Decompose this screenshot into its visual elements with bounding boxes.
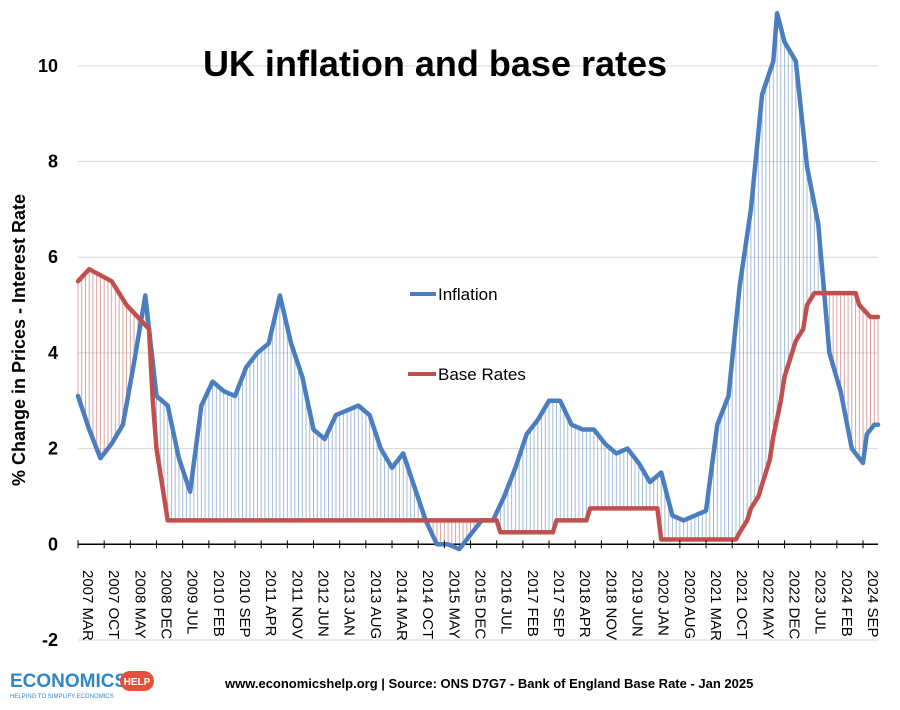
x-tick-label: 2012 JUN [315, 570, 332, 637]
x-tick-label: 2024 SEP [864, 570, 881, 638]
x-tick-label: 2024 FEB [838, 570, 855, 637]
x-tick-label: 2022 DEC [786, 570, 803, 639]
chart-title: UK inflation and base rates [203, 43, 667, 84]
x-tick-label: 2020 JAN [655, 570, 672, 636]
x-tick-label: 2014 MAR [393, 570, 410, 641]
x-tick-label: 2008 MAY [131, 570, 148, 639]
x-tick-label: 2021 MAR [707, 570, 724, 641]
logo-text: ECONOMICS [10, 671, 127, 692]
y-axis-label: % Change in Prices - Interest Rate [9, 194, 29, 486]
x-tick-label: 2010 SEP [236, 570, 253, 638]
y-tick-label: 10 [38, 56, 58, 76]
x-tick-label: 2019 JUN [629, 570, 646, 637]
x-tick-label: 2011 NOV [288, 570, 305, 639]
logo: ECONOMICS HELP HELPING TO SIMPLIFY ECONO… [10, 671, 154, 700]
y-axis-ticks: -2 0 2 4 6 8 10 [38, 56, 58, 650]
x-tick-label: 2018 NOV [602, 570, 619, 640]
x-tick-label: 2013 JAN [341, 570, 358, 636]
x-tick-label: 2007 OCT [105, 570, 122, 639]
x-tick-label: 2021 OCT [733, 570, 750, 639]
logo-badge-text: HELP [124, 677, 151, 688]
y-tick-label: 0 [48, 534, 58, 554]
legend: Inflation Base Rates [408, 285, 526, 384]
logo-badge [120, 671, 154, 691]
x-axis-ticks: 2007 MAR 2007 OCT 2008 MAY 2008 DEC 2009 JUL… [77, 540, 881, 641]
x-tick-label: 2018 APR [576, 570, 593, 638]
legend-label-inflation: Inflation [438, 285, 498, 304]
y-tick-label: 2 [48, 439, 58, 459]
source-note: www.economicshelp.org | Source: ONS D7G7… [224, 676, 753, 691]
x-tick-label: 2015 DEC [472, 570, 489, 639]
x-tick-label: 2020 AUG [681, 570, 698, 639]
x-tick-label: 2015 MAY [445, 570, 462, 639]
x-tick-label: 2023 JUL [812, 570, 829, 634]
x-tick-label: 2017 FEB [524, 570, 541, 637]
gridlines [78, 65, 878, 641]
y-tick-label: 8 [48, 152, 58, 172]
x-tick-label: 2007 MAR [79, 570, 96, 641]
series-lines [75, 10, 881, 552]
x-tick-label: 2010 FEB [210, 570, 227, 637]
x-tick-label: 2013 AUG [367, 570, 384, 639]
y-tick-label: 4 [48, 343, 58, 363]
x-tick-label: 2008 DEC [158, 570, 175, 639]
x-tick-label: 2017 SEP [550, 570, 567, 638]
x-tick-label: 2022 MAY [759, 570, 776, 639]
y-tick-label: -2 [42, 630, 58, 650]
x-tick-label: 2016 JUL [498, 570, 515, 634]
x-tick-label: 2014 OCT [419, 570, 436, 639]
x-tick-label: 2009 JUL [184, 570, 201, 634]
y-tick-label: 6 [48, 247, 58, 267]
series-line-base-rates [75, 266, 881, 542]
x-tick-label: 2011 APR [262, 570, 279, 637]
legend-label-base-rates: Base Rates [438, 365, 526, 384]
gap-hatching [77, 13, 879, 550]
logo-tagline: HELPING TO SIMPLIFY ECONOMICS [10, 694, 114, 700]
